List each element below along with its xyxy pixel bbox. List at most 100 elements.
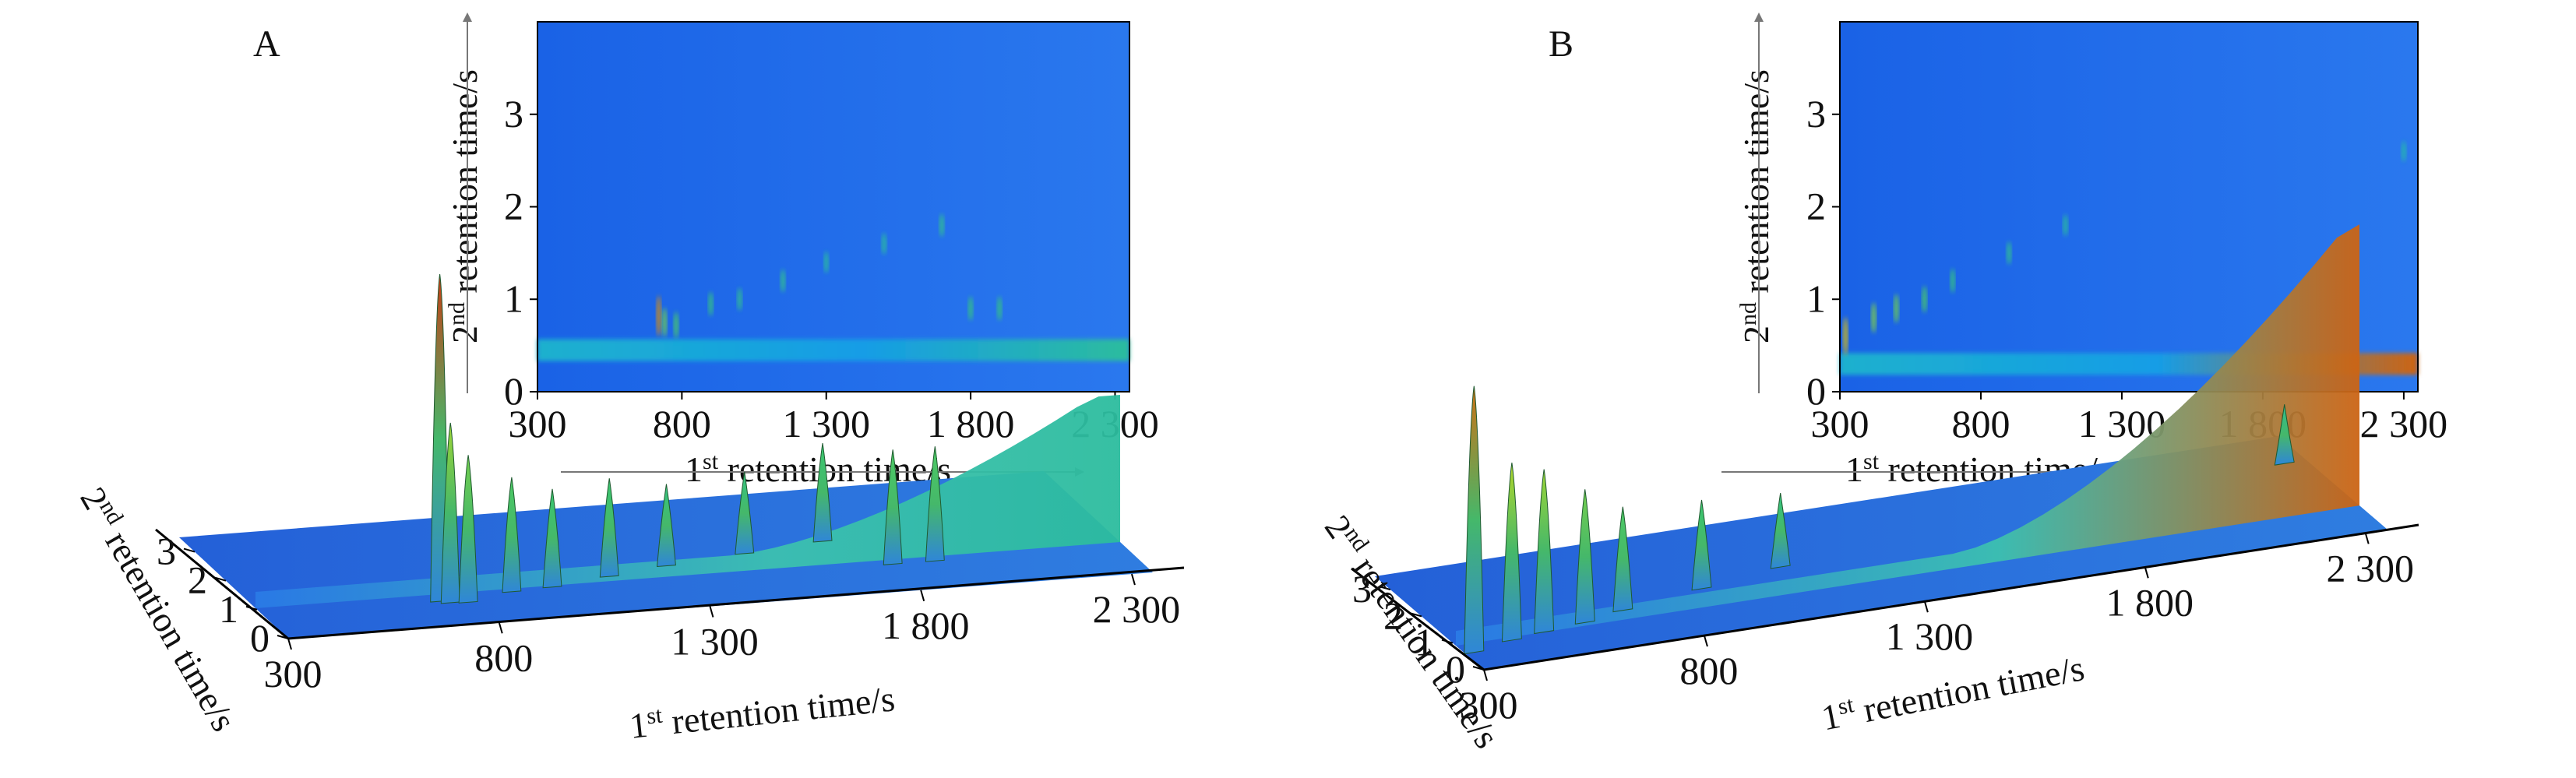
- surface-y-axis: [1351, 567, 1485, 671]
- surface-x-tick-label: 300: [1460, 683, 1518, 727]
- x-tick-label: 1 800: [927, 402, 1015, 445]
- contour-peak: [673, 312, 678, 339]
- contour-peak: [881, 233, 886, 255]
- contour-peak: [1894, 294, 1899, 323]
- contour-peak: [708, 291, 714, 316]
- surface-x-tick-label: 800: [474, 635, 533, 679]
- surface-y-tick-label: 2: [1383, 593, 1403, 637]
- surface-x-axis: [1483, 523, 2419, 671]
- contour-peak: [2401, 141, 2406, 162]
- surface-x-tick-label: 300: [264, 652, 322, 695]
- heatmap-y-axis-title: 2nd retention time/s: [1736, 69, 1776, 343]
- surface-x-tick-label: 800: [1679, 649, 1738, 692]
- panel-letter: A: [253, 23, 280, 65]
- surface-y-tick-label: 3: [157, 530, 176, 573]
- contour-peak: [662, 308, 668, 337]
- surface-peak: [542, 488, 562, 589]
- surface-y-tick-label: 3: [1352, 567, 1372, 611]
- surface-x-axis-title: 1st retention time/s: [1818, 647, 2088, 738]
- surface-x-tick-label: 1 300: [1886, 614, 1974, 658]
- contour-peak: [1922, 286, 1927, 313]
- surface-y-tick-label: 1: [219, 587, 238, 631]
- surface-peak: [502, 477, 522, 593]
- surface-x-tick-mark: [1130, 573, 1136, 586]
- contour-peak: [823, 251, 829, 273]
- y-tick-label: 1: [504, 276, 523, 320]
- surface-peak: [2274, 404, 2295, 466]
- surface-peak: [812, 443, 833, 543]
- x-tick-label: 300: [509, 402, 567, 445]
- contour-peak: [737, 287, 742, 312]
- surface-peak: [1612, 506, 1633, 613]
- surface-x-tick-mark: [1923, 600, 1929, 613]
- contour-peak: [1843, 317, 1848, 356]
- surface-peak: [883, 449, 903, 565]
- surface-y-tick-mark: [183, 547, 196, 553]
- contour-peak: [1871, 302, 1876, 333]
- heatmap-y-axis-title: 2nd retention time/s: [444, 69, 485, 343]
- surface-peak: [1770, 492, 1791, 569]
- surface-x-tick-mark: [498, 621, 503, 634]
- x-tick-label: 800: [1951, 402, 2010, 445]
- x-tick-label: 800: [653, 402, 711, 445]
- surface-y-tick-label: 2: [188, 558, 207, 602]
- x-tick-label: 2 300: [2360, 402, 2448, 445]
- x-tick-label: 300: [1811, 402, 1869, 445]
- surface-peak: [735, 471, 755, 555]
- surface-x-tick-label: 1 800: [2106, 580, 2194, 624]
- surface-y-tick-mark: [1410, 612, 1422, 618]
- y-tick-label: 2: [1806, 185, 1826, 228]
- surface-x-axis-title: 1st retention time/s: [628, 678, 897, 745]
- surface-y-tick-mark: [1441, 639, 1454, 644]
- y-tick-label: 1: [1806, 276, 1826, 320]
- surface-x-axis: [287, 566, 1185, 640]
- surface-x-tick-label: 2 300: [2326, 546, 2414, 590]
- surface-y-tick-label: 0: [1446, 647, 1465, 691]
- surface-peak: [1574, 489, 1595, 625]
- surface-peak: [925, 446, 945, 562]
- contour-peak: [781, 269, 786, 293]
- contour-peak: [656, 295, 661, 336]
- surface-peak: [657, 484, 676, 567]
- surface-y-tick-label: 1: [1415, 621, 1434, 664]
- surface-x-tick-mark: [1703, 635, 1708, 647]
- surface-y-tick-mark: [277, 635, 289, 639]
- y-tick-label: 0: [1806, 369, 1826, 413]
- baseline-band: [537, 339, 1129, 361]
- y-tick-label: 2: [504, 185, 523, 228]
- heatmap-background: [537, 22, 1129, 392]
- contour-peak: [968, 296, 974, 321]
- contour-peak: [997, 296, 1003, 321]
- contour-peak: [2063, 214, 2068, 237]
- y-axis-arrow-head: [463, 12, 472, 22]
- y-axis-arrow-head: [1754, 12, 1764, 22]
- surface-peak: [599, 478, 619, 578]
- surface-y-tick-mark: [245, 605, 258, 611]
- surface-x-tick-label: 1 800: [882, 604, 970, 647]
- panel-letter: B: [1549, 23, 1573, 65]
- surface-x-tick-label: 1 300: [671, 620, 759, 664]
- x-tick-label: 1 300: [782, 402, 870, 445]
- surface-x-tick-mark: [2364, 533, 2370, 544]
- surface-x-tick-mark: [1483, 669, 1488, 681]
- y-tick-label: 3: [504, 92, 523, 136]
- surface-x-tick-mark: [709, 606, 714, 618]
- heatmap-x-axis-title: 1st retention time/s: [685, 449, 951, 489]
- surface-y-tick-mark: [1379, 586, 1391, 591]
- surface-x-tick-mark: [287, 638, 292, 650]
- surface-peak: [440, 422, 460, 604]
- y-tick-label: 3: [1806, 92, 1826, 136]
- surface-peak: [458, 455, 478, 604]
- surface-peak: [1534, 469, 1555, 635]
- surface-x-tick-mark: [920, 590, 925, 602]
- contour-peak: [939, 213, 945, 238]
- surface-y-axis: [155, 528, 289, 640]
- y-tick-label: 0: [504, 369, 523, 413]
- surface-y-tick-label: 0: [250, 616, 270, 660]
- surface-ridge: [1456, 224, 2359, 646]
- surface-peak: [1691, 499, 1712, 591]
